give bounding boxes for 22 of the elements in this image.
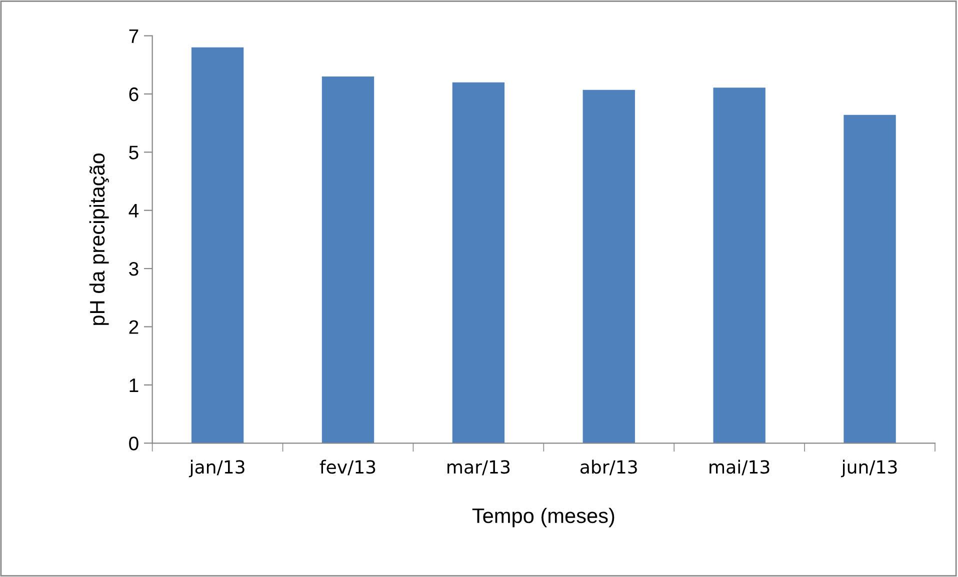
x-tick-label: mai/13 (710, 460, 770, 476)
x-tick-label: fev/13 (320, 460, 376, 476)
bar (191, 47, 244, 444)
y-axis-title: pH da precipitação (89, 153, 109, 325)
y-tick-label: 7 (129, 29, 138, 43)
x-tick-label: mar/13 (448, 460, 510, 476)
x-tick-label: abr/13 (580, 460, 637, 476)
bar (452, 82, 505, 444)
y-tick-label: 3 (129, 262, 138, 276)
y-tick-label: 1 (130, 378, 138, 392)
y-tick-label: 5 (129, 146, 138, 160)
x-axis-title: Tempo (meses) (472, 508, 614, 528)
x-tick-label: jan/13 (188, 460, 244, 478)
bar (582, 90, 635, 444)
bar (322, 76, 374, 444)
y-tick-label: 4 (128, 204, 139, 218)
x-tick-label: jun/13 (840, 460, 897, 478)
bar (713, 88, 766, 444)
y-tick-label: 6 (129, 87, 138, 102)
y-tick-label: 2 (129, 320, 138, 334)
y-tick-label: 0 (129, 436, 138, 450)
bar (844, 114, 896, 444)
